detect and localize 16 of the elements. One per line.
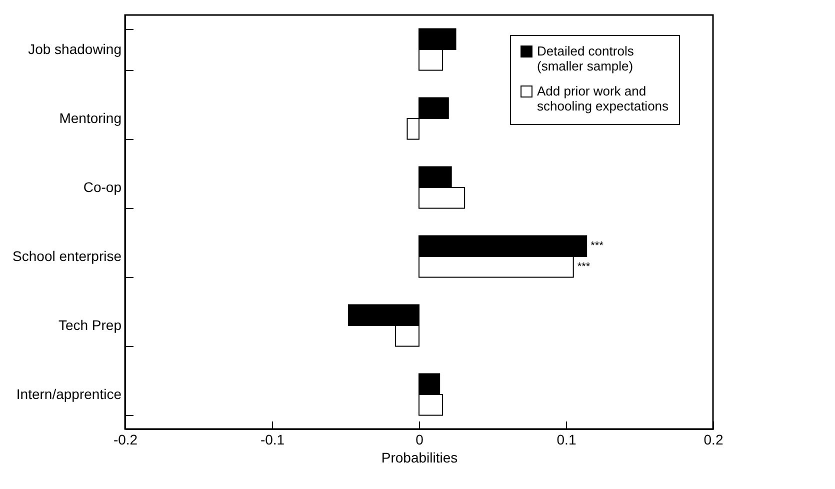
legend-label: Add prior work and schooling expectations bbox=[537, 84, 670, 114]
y-tick-label: Intern/apprentice bbox=[16, 386, 122, 402]
x-tick-label: 0 bbox=[416, 432, 424, 448]
annotation: *** bbox=[577, 260, 591, 273]
y-tick-label: Job shadowing bbox=[28, 41, 122, 57]
x-tick-label: 0.1 bbox=[556, 432, 576, 448]
y-tick-label: Tech Prep bbox=[58, 317, 122, 333]
x-tick-label: 0.2 bbox=[704, 432, 724, 448]
y-tick-label: Mentoring bbox=[59, 110, 122, 126]
x-axis-title: Probabilities bbox=[381, 450, 458, 466]
x-tick-label: -0.1 bbox=[260, 432, 285, 448]
annotation: *** bbox=[590, 240, 604, 252]
y-tick-label: Co-op bbox=[83, 179, 122, 195]
x-tick-label: -0.2 bbox=[113, 432, 138, 448]
y-tick-label: School enterprise bbox=[12, 248, 122, 264]
legend-label: Detailed controls (smaller sample) bbox=[537, 44, 634, 74]
